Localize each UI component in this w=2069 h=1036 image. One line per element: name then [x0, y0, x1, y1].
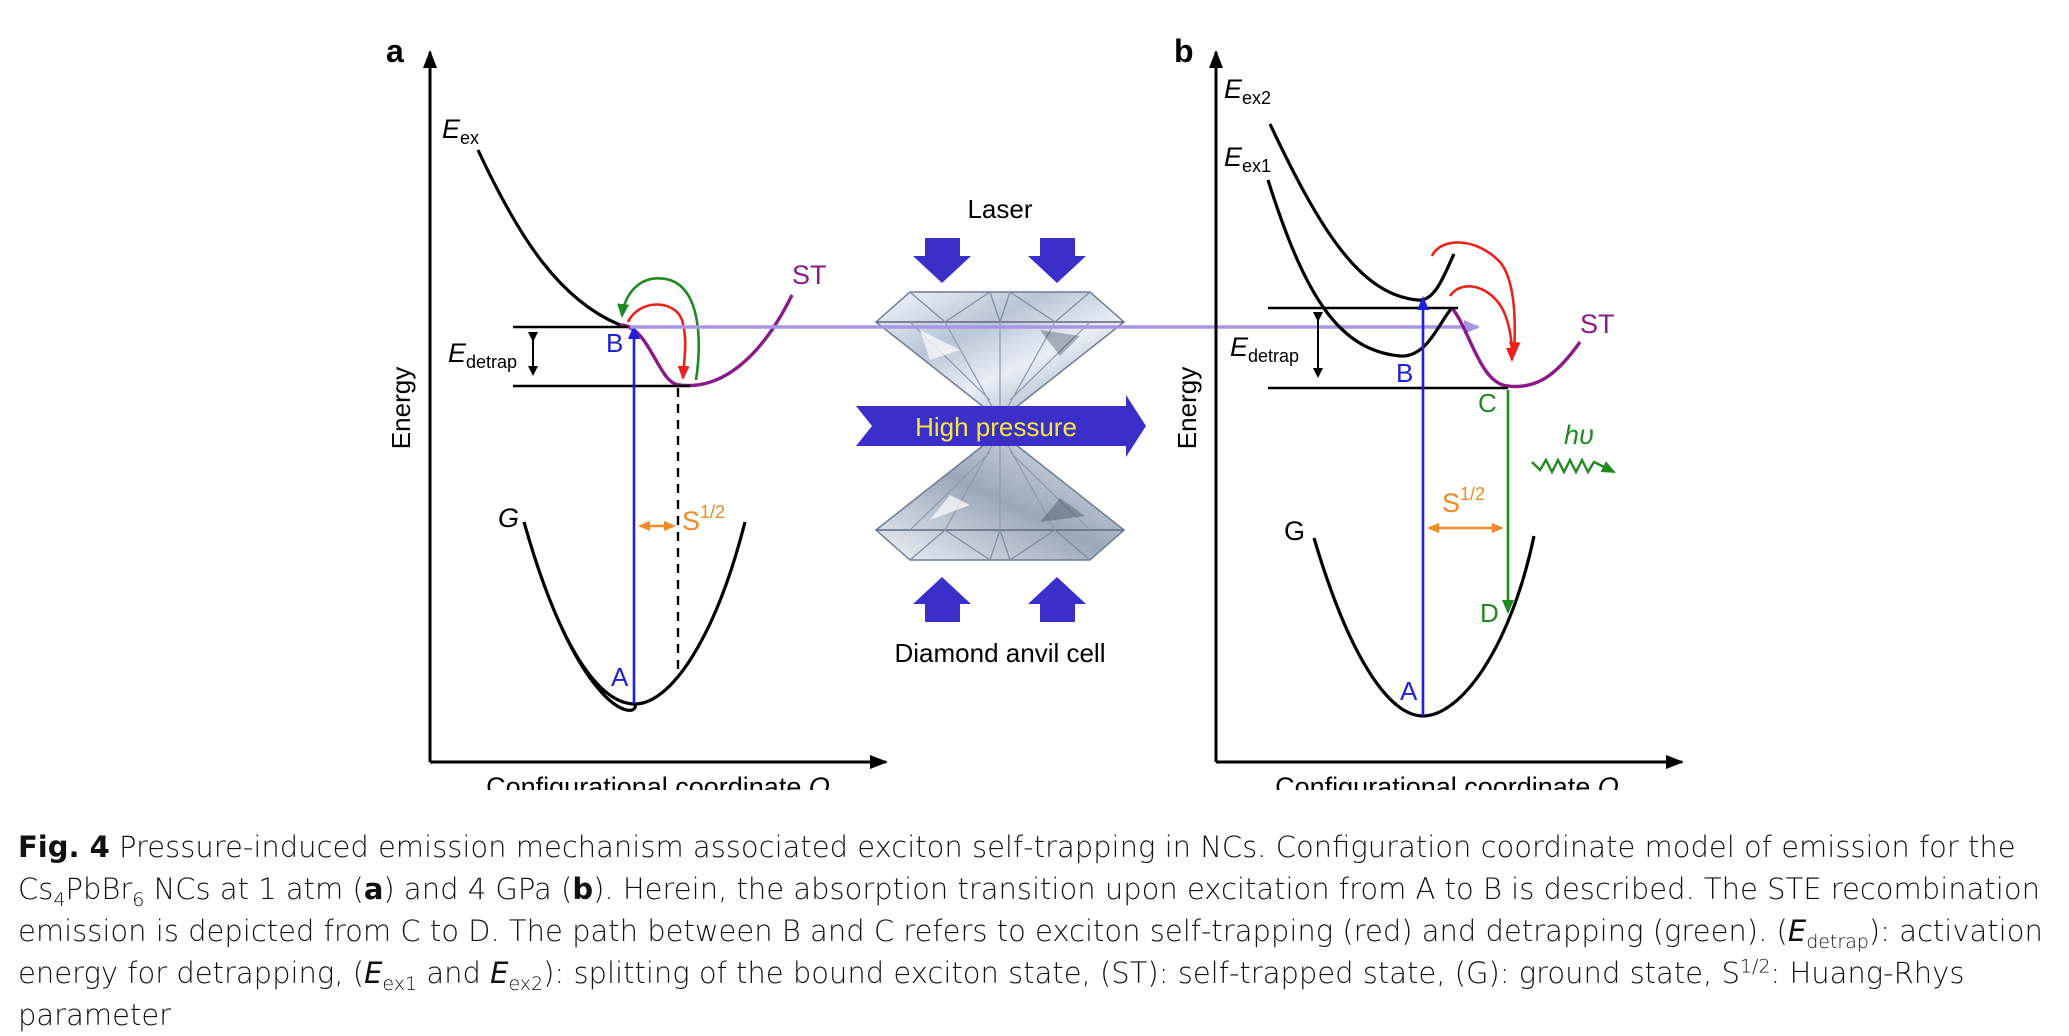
caption-sub: ex1 — [382, 972, 418, 995]
panel-b: b Energy Configurational coordinate Q Ee… — [1172, 33, 1684, 790]
pressure-arrow-left — [913, 577, 971, 622]
panel-b-s-label: S1/2 — [1442, 484, 1485, 518]
caption-text: PbBr — [65, 872, 133, 906]
caption-symbol: E — [490, 956, 509, 990]
caption-text: ) and 4 GPa ( — [383, 872, 573, 906]
panel-b-point-d: D — [1480, 598, 1499, 628]
caption-panel-ref-a: a — [363, 872, 384, 906]
caption-text: Pressure-induced emission mechanism asso… — [18, 830, 2016, 906]
caption-sub: ex2 — [508, 972, 544, 995]
panel-b-label: b — [1174, 33, 1194, 69]
panel-b-self-trapping-arrow-1 — [1430, 241, 1521, 356]
high-pressure-label: High pressure — [915, 412, 1077, 442]
panel-a-self-trapping-arrow — [626, 303, 690, 380]
panel-a-s-label: S1/2 — [682, 502, 725, 536]
high-pressure-arrow — [856, 395, 1146, 457]
panel-b-point-b: B — [1396, 358, 1413, 388]
panel-a-label: a — [386, 33, 404, 69]
caption-panel-ref-b: b — [572, 872, 594, 906]
caption-symbol: E — [1787, 914, 1807, 948]
panel-b-eex2-curve — [1268, 123, 1456, 302]
panel-a-x-axis-label: Configurational coordinate Q — [486, 772, 830, 790]
panel-a-st-label: ST — [792, 260, 827, 290]
panel-b-y-axis-label: Energy — [1172, 367, 1202, 449]
panel-a-st-curve — [619, 294, 794, 388]
panel-a-detrapping-arrow — [617, 277, 700, 381]
panel-b-eex1-curve — [1266, 179, 1454, 358]
laser-arrow-left — [913, 238, 971, 283]
panel-a-y-axis-label: Energy — [386, 367, 416, 449]
caption-sub: detrap — [1806, 930, 1869, 953]
caption-sup: 1/2 — [1739, 955, 1771, 978]
panel-a-eex-curve — [476, 149, 621, 327]
caption-text: ): activation energy for detrapping, ( — [18, 914, 2043, 990]
caption-sub: 4 — [53, 888, 66, 911]
upper-diamond — [874, 291, 1126, 413]
pressure-arrow-right — [1028, 577, 1086, 622]
panel-b-x-axis-label: Configurational coordinate Q — [1275, 772, 1619, 790]
caption-text: NCs at 1 atm ( — [144, 872, 364, 906]
caption-text: and — [417, 956, 491, 990]
caption-text: ). Herein, the absorption transition upo… — [18, 872, 2040, 948]
panel-b-st-label: ST — [1580, 309, 1615, 339]
panel-b-eex1-label: Eex1 — [1224, 142, 1271, 176]
panel-b-point-c: C — [1478, 388, 1497, 418]
caption-text: ): splitting of the bound exciton state,… — [543, 956, 1740, 990]
figure-4: a Energy Configurational coordinate Q Ee… — [386, 33, 1684, 790]
caption-fig-label: Fig. 4 — [18, 830, 110, 864]
panel-a-point-b: B — [606, 328, 623, 358]
panel-b-edetrap-label: Edetrap — [1230, 332, 1299, 366]
diamond-anvil-cell-label: Diamond anvil cell — [895, 638, 1106, 668]
panel-b-self-trapping-arrow-2 — [1448, 285, 1518, 362]
panel-a: a Energy Configurational coordinate Q Ee… — [386, 33, 888, 790]
lower-diamond — [874, 439, 1126, 561]
panel-a-g-label: G — [498, 503, 519, 533]
panel-a-eex-label: Eex — [442, 114, 479, 148]
figure-caption: Fig. 4 Pressure-induced emission mechani… — [18, 826, 2058, 1036]
caption-symbol: E — [364, 956, 383, 990]
panel-b-point-a: A — [1400, 676, 1418, 706]
photon-wavy-arrow — [1531, 457, 1616, 475]
panel-b-g-label: G — [1284, 516, 1305, 546]
panel-a-point-a: A — [611, 662, 629, 692]
panel-b-st-curve — [1450, 306, 1582, 389]
panel-b-hv-label: hυ — [1564, 420, 1594, 450]
diamond-anvil-cell-illustration: Laser High pressure Diamond anvi — [856, 194, 1146, 668]
laser-arrow-right — [1028, 238, 1086, 283]
laser-label: Laser — [967, 194, 1032, 224]
panel-a-edetrap-label: Edetrap — [448, 338, 517, 372]
caption-sub: 6 — [132, 888, 145, 911]
panel-b-eex2-label: Eex2 — [1224, 74, 1271, 108]
